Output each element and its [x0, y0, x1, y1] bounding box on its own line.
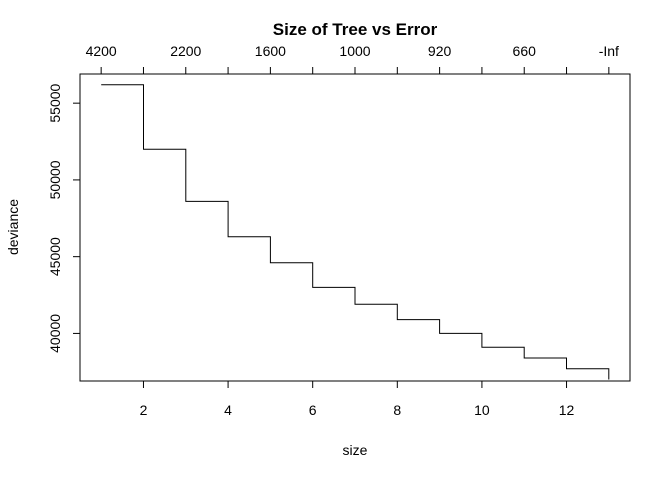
y-tick-label: 45000: [47, 237, 63, 276]
y-tick-label: 50000: [47, 160, 63, 199]
top-tick-label: 2200: [170, 43, 201, 59]
x-tick-label: 12: [559, 402, 575, 418]
x-tick-label: 2: [140, 402, 148, 418]
x-axis: 2 4 6 8 10 12: [140, 380, 575, 418]
top-tick-label: 1000: [339, 43, 370, 59]
top-tick-label: 4200: [86, 43, 117, 59]
plot-frame: [79, 73, 631, 382]
top-axis: 4200 2200 1600 1000 920 660 -Inf: [86, 43, 619, 75]
top-tick-label: -Inf: [599, 43, 619, 59]
chart-title: Size of Tree vs Error: [273, 20, 438, 39]
top-tick-label: 1600: [255, 43, 286, 59]
y-tick-label: 55000: [47, 83, 63, 122]
x-tick-label: 6: [309, 402, 317, 418]
y-axis-label: deviance: [5, 199, 21, 255]
x-tick-label: 4: [224, 402, 232, 418]
y-axis: 40000 45000 50000 55000: [47, 83, 81, 353]
top-tick-label: 660: [513, 43, 537, 59]
y-tick-label: 40000: [47, 314, 63, 353]
series-line-0: [101, 84, 610, 380]
series-layer: [101, 84, 610, 380]
x-axis-label: size: [343, 442, 368, 458]
top-tick-label: 920: [428, 43, 452, 59]
x-tick-label: 10: [474, 402, 490, 418]
x-tick-label: 8: [393, 402, 401, 418]
